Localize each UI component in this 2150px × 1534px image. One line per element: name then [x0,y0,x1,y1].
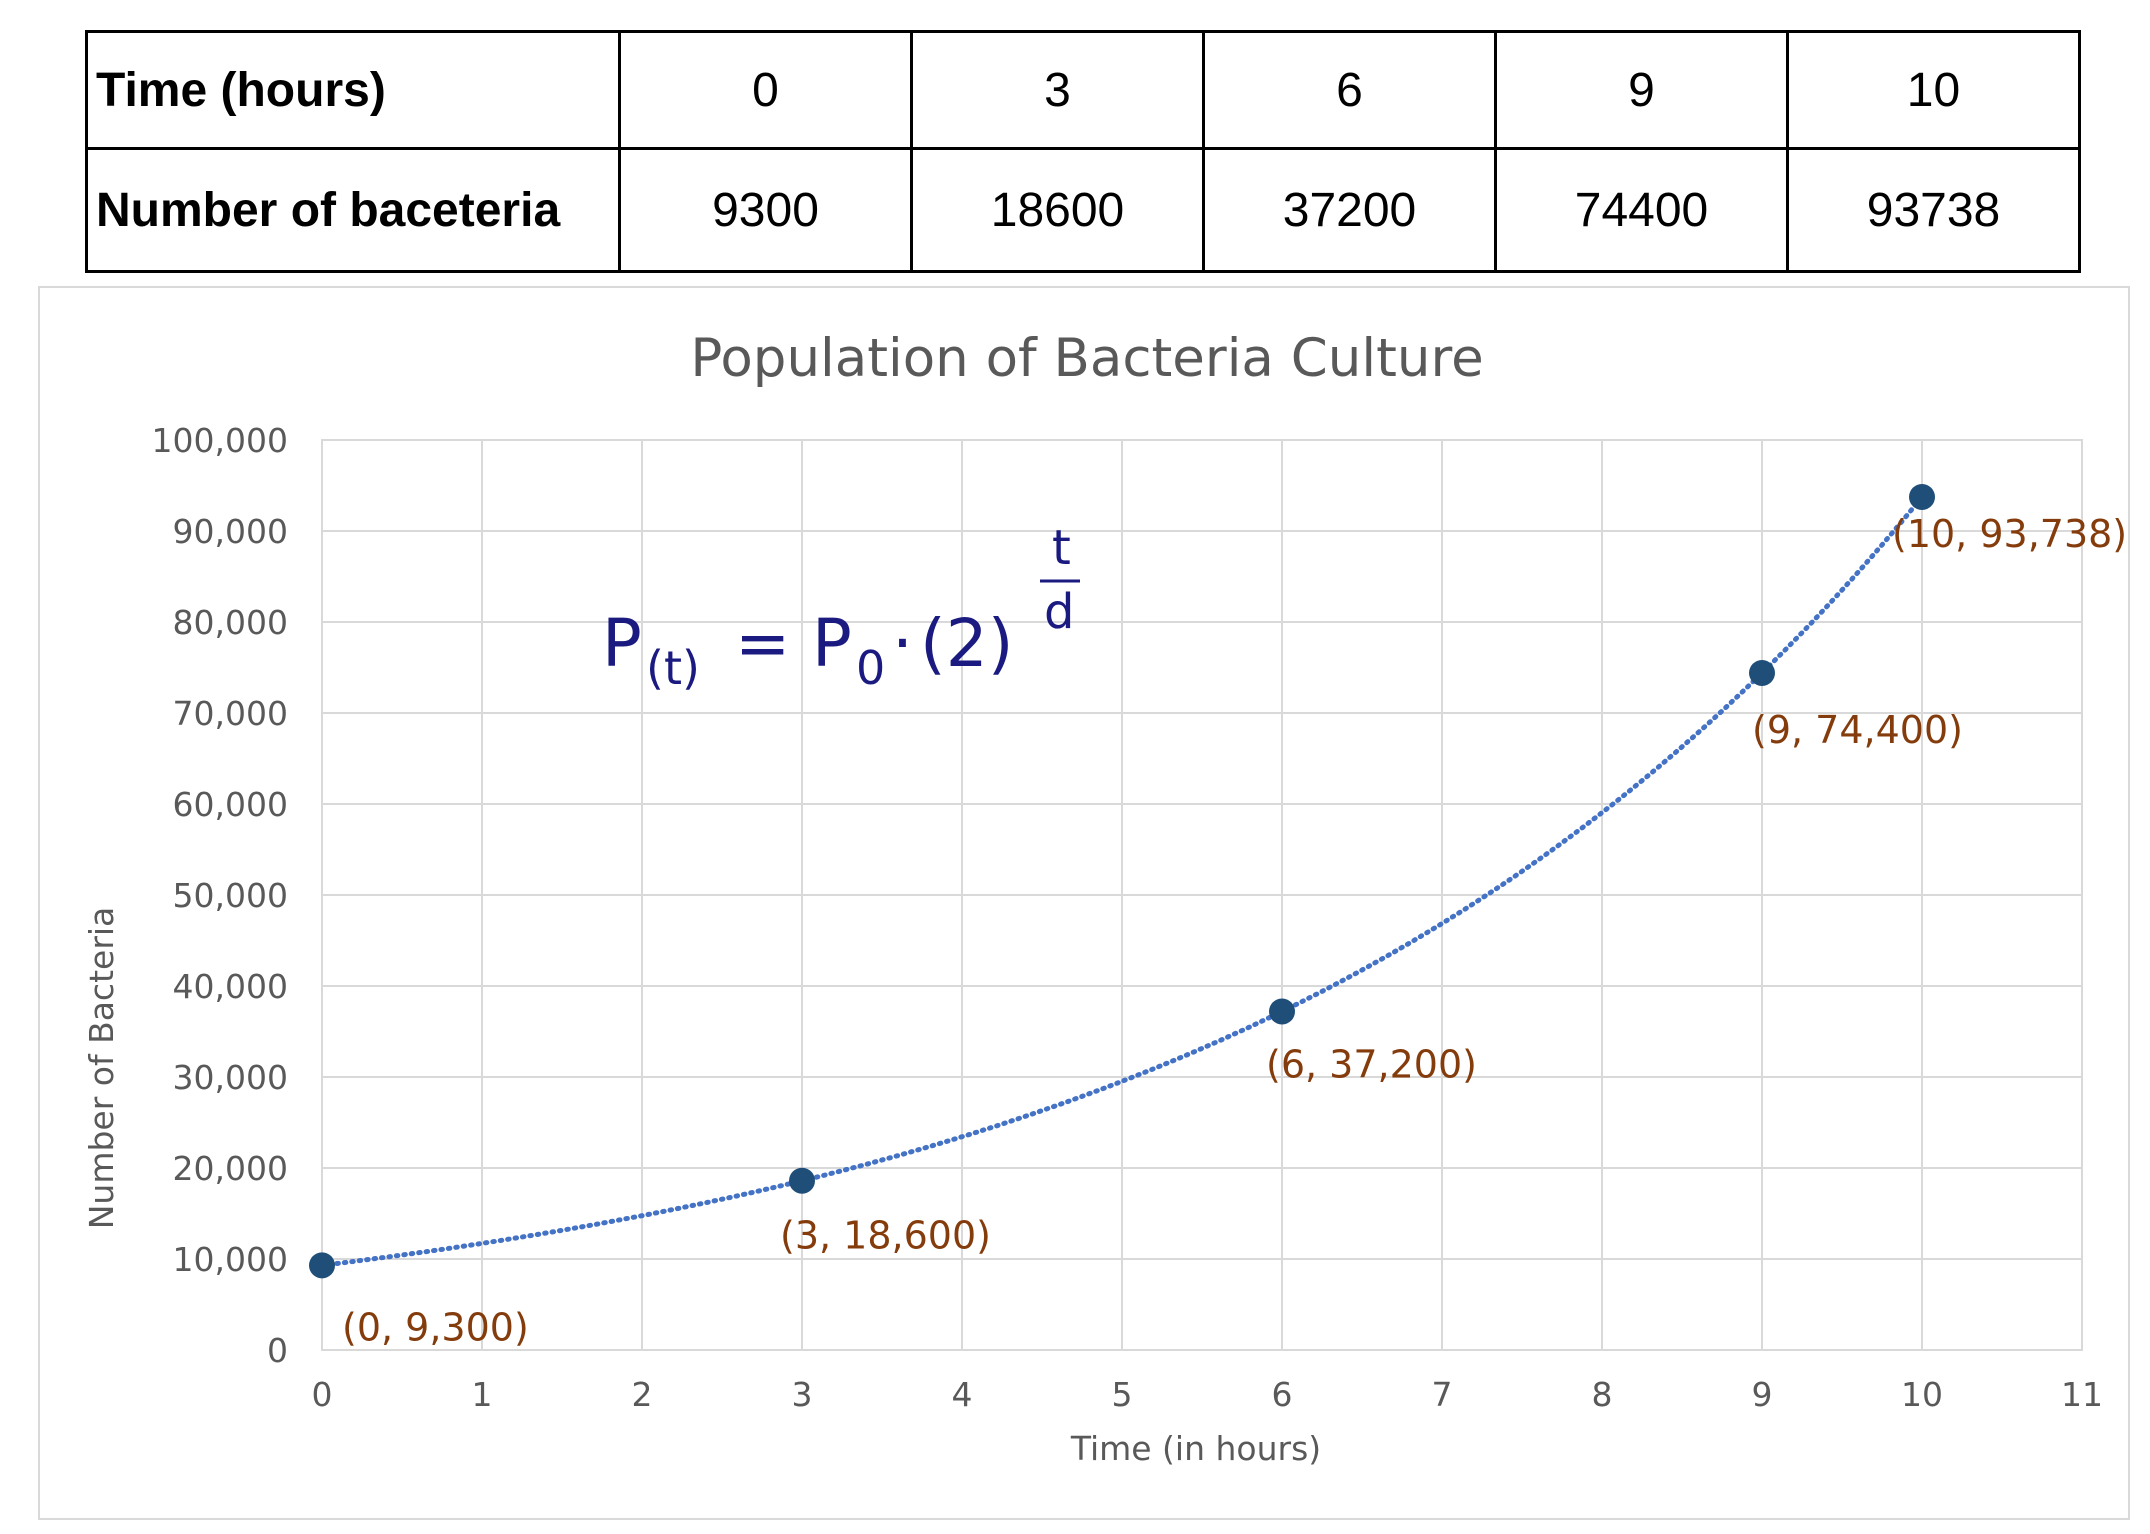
scatter-chart: 0 1 2 3 4 5 6 7 8 9 10 11 0 10,000 20,000 30,000 40,000 5… [82,328,2127,1468]
table-cell: 93738 [1786,147,2081,273]
data-point [1909,483,1935,510]
formula-rhs-sub: 0 [856,641,885,695]
table-cell: 9300 [618,147,913,273]
row-header-time: Time (hours) [85,30,621,150]
x-tick-label: 9 [1752,1375,1773,1414]
y-tick-label: 70,000 [173,694,288,733]
x-tick-label: 2 [632,1375,653,1414]
row-header-bacteria: Number of baceteria [85,147,621,273]
chart-area: 0 1 2 3 4 5 6 7 8 9 10 11 0 10,000 20,000 30,000 40,000 5… [38,286,2130,1520]
x-tick-label: 5 [1112,1375,1133,1414]
tick-labels: 0 1 2 3 4 5 6 7 8 9 10 11 0 10,000 20,000 30,000 40,000 5… [152,421,2103,1414]
table-cell: 6 [1202,30,1497,150]
table-cell: 74400 [1494,147,1789,273]
formula-lhs-var: P [602,605,642,682]
table-cell: 9 [1494,30,1789,150]
table-row-bacteria: Number of baceteria 9300 18600 37200 744… [85,147,2081,273]
y-tick-label: 20,000 [173,1149,288,1188]
y-tick-label: 80,000 [173,603,288,642]
y-tick-label: 40,000 [173,967,288,1006]
y-tick-label: 30,000 [173,1058,288,1097]
trendline [319,494,1925,1268]
y-tick-label: 100,000 [152,421,288,460]
data-points [309,483,1935,1279]
formula-exp-num: t [1052,520,1071,576]
gridlines [321,439,2083,1351]
x-tick-label: 8 [1592,1375,1613,1414]
table-row-time: Time (hours) 0 3 6 9 10 [85,30,2081,150]
x-tick-label: 11 [2061,1375,2103,1414]
data-table: Time (hours) 0 3 6 9 10 Number of bacete… [85,30,2081,273]
data-label: (10, 93,738) [1892,512,2127,556]
y-tick-label: 50,000 [173,876,288,915]
x-axis-title: Time (in hours) [1070,1429,1321,1468]
x-tick-label: 6 [1272,1375,1293,1414]
table-cell: 3 [910,30,1205,150]
x-tick-label: 10 [1901,1375,1943,1414]
chart-title: Population of Bacteria Culture [690,328,1483,389]
y-axis-title: Number of Bacteria [82,907,121,1230]
formula-dot: · [892,605,913,682]
x-tick-label: 4 [952,1375,973,1414]
formula-lhs-sub: (t) [646,641,700,695]
y-tick-label: 90,000 [173,512,288,551]
data-labels: (0, 9,300) (3, 18,600) (6, 37,200) (9, 74,4… [342,512,2127,1349]
y-tick-label: 10,000 [173,1240,288,1279]
data-point [309,1252,335,1279]
x-tick-label: 1 [472,1375,493,1414]
data-label: (9, 74,400) [1752,708,1963,752]
data-point [1749,659,1775,686]
data-point [789,1167,815,1194]
formula-exp-den: d [1044,584,1074,640]
formula-base: (2) [920,605,1014,682]
data-label: (6, 37,200) [1266,1042,1477,1086]
data-label: (0, 9,300) [342,1305,529,1349]
x-tick-label: 0 [312,1375,333,1414]
formula-equals: = [735,605,790,682]
data-point [1269,998,1295,1025]
table-cell: 10 [1786,30,2081,150]
table-cell: 37200 [1202,147,1497,273]
table-cell: 0 [618,30,913,150]
plot-frame [321,439,2083,1351]
table-cell: 18600 [910,147,1205,273]
formula: P (t) = P 0 · (2) t d [602,520,1080,695]
x-tick-label: 7 [1432,1375,1453,1414]
data-label: (3, 18,600) [780,1214,991,1258]
y-tick-label: 60,000 [173,785,288,824]
y-tick-label: 0 [267,1331,288,1370]
x-tick-label: 3 [792,1375,813,1414]
formula-rhs-var: P [812,605,852,682]
